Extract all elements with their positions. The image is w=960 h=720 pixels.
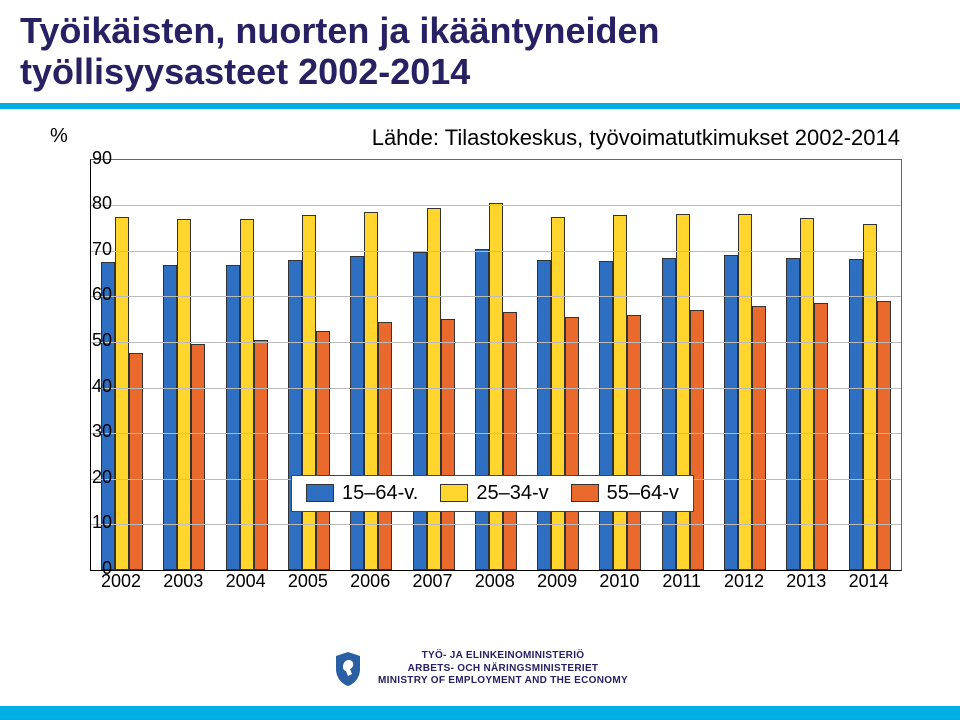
gridline (91, 342, 901, 343)
gridline (91, 251, 901, 252)
gridline (91, 205, 901, 206)
bar (738, 214, 752, 570)
bar (254, 340, 268, 570)
bar (863, 224, 877, 570)
legend: 15–64-v. 25–34-v 55–64-v (291, 475, 694, 512)
bar (427, 208, 441, 570)
bar (565, 317, 579, 570)
coat-of-arms-icon (332, 651, 364, 687)
legend-label: 15–64-v. (342, 482, 418, 505)
bar (690, 310, 704, 570)
x-axis-labels: 2002200320042005200620072008200920102011… (90, 571, 900, 595)
bar (551, 217, 565, 570)
y-tick-label: 60 (72, 284, 112, 305)
bar (627, 315, 641, 570)
ministry-line-1: TYÖ- JA ELINKEINOMINISTERIÖ (422, 650, 585, 661)
bar (191, 344, 205, 570)
legend-swatch (306, 484, 334, 502)
bar (724, 255, 738, 569)
chart-container: % Lähde: Tilastokeskus, työvoimatutkimuk… (30, 129, 930, 629)
y-tick-label: 80 (72, 193, 112, 214)
bar (413, 252, 427, 570)
y-axis-label: % (50, 125, 68, 148)
ministry-line-2: ARBETS- OCH NÄRINGSMINISTERIET (408, 663, 599, 674)
bar (302, 215, 316, 569)
legend-swatch (440, 484, 468, 502)
bar (177, 219, 191, 570)
gridline (91, 524, 901, 525)
x-tick-label: 2014 (849, 571, 889, 592)
legend-item: 55–64-v (571, 482, 679, 505)
x-tick-label: 2009 (537, 571, 577, 592)
legend-label: 55–64-v (607, 482, 679, 505)
ministry-text: TYÖ- JA ELINKEINOMINISTERIÖ ARBETS- OCH … (378, 650, 628, 688)
source-text: Lähde: Tilastokeskus, työvoimatutkimukse… (372, 125, 900, 151)
x-tick-label: 2003 (163, 571, 203, 592)
bar (350, 256, 364, 569)
bar (752, 306, 766, 570)
x-tick-label: 2007 (412, 571, 452, 592)
plot-area: 15–64-v. 25–34-v 55–64-v (90, 159, 902, 571)
gridline (91, 296, 901, 297)
gridline (91, 433, 901, 434)
x-tick-label: 2004 (226, 571, 266, 592)
bar (129, 353, 143, 569)
x-tick-label: 2006 (350, 571, 390, 592)
bar (489, 203, 503, 570)
bar (676, 214, 690, 569)
x-tick-label: 2010 (599, 571, 639, 592)
bar (316, 331, 330, 570)
x-tick-label: 2012 (724, 571, 764, 592)
bar (441, 319, 455, 570)
bar (814, 303, 828, 570)
gridline (91, 388, 901, 389)
x-tick-label: 2013 (786, 571, 826, 592)
x-tick-label: 2011 (662, 571, 701, 592)
y-tick-label: 50 (72, 330, 112, 351)
y-tick-label: 30 (72, 421, 112, 442)
bar (786, 258, 800, 570)
x-tick-label: 2005 (288, 571, 328, 592)
legend-item: 15–64-v. (306, 482, 418, 505)
title-line-2: työllisyysasteet 2002-2014 (20, 51, 470, 92)
bar (662, 258, 676, 570)
ministry-line-3: MINISTRY OF EMPLOYMENT AND THE ECONOMY (378, 675, 628, 686)
y-tick-label: 90 (72, 148, 112, 169)
bar (364, 212, 378, 570)
footer: TYÖ- JA ELINKEINOMINISTERIÖ ARBETS- OCH … (0, 650, 960, 720)
bar (378, 322, 392, 570)
y-tick-label: 20 (72, 467, 112, 488)
bar (613, 215, 627, 569)
title-line-1: Työikäisten, nuorten ja ikääntyneiden (20, 10, 660, 51)
y-tick-label: 70 (72, 239, 112, 260)
x-tick-label: 2008 (475, 571, 515, 592)
bar (800, 218, 814, 570)
legend-item: 25–34-v (440, 482, 548, 505)
legend-label: 25–34-v (476, 482, 548, 505)
bar (849, 259, 863, 570)
bar (240, 219, 254, 570)
bar (115, 217, 129, 570)
footer-stripe (0, 706, 960, 720)
y-tick-label: 40 (72, 376, 112, 397)
ministry-logo-row: TYÖ- JA ELINKEINOMINISTERIÖ ARBETS- OCH … (332, 650, 628, 688)
legend-swatch (571, 484, 599, 502)
y-tick-label: 10 (72, 512, 112, 533)
page-title: Työikäisten, nuorten ja ikääntyneiden ty… (20, 10, 940, 93)
bar (503, 312, 517, 569)
y-tick-label: 0 (72, 558, 112, 579)
